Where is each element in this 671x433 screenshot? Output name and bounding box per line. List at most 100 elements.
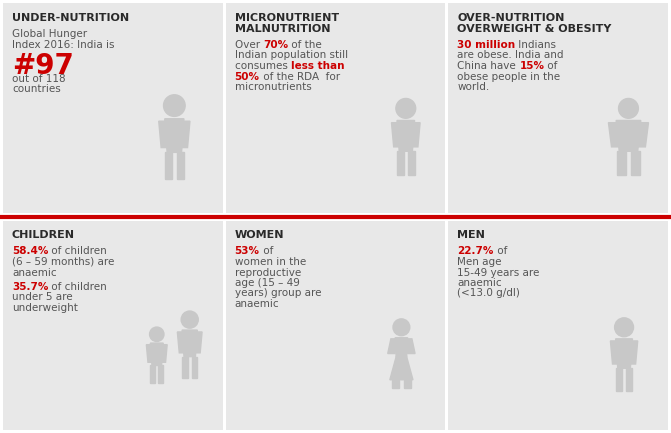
Circle shape <box>396 98 416 118</box>
Text: 22.7%: 22.7% <box>458 246 494 256</box>
Text: countries: countries <box>12 84 61 94</box>
Text: 15-49 years are: 15-49 years are <box>458 268 539 278</box>
Text: anaemic: anaemic <box>458 278 502 288</box>
Text: 50%: 50% <box>235 71 260 81</box>
Polygon shape <box>195 332 202 353</box>
Polygon shape <box>408 339 415 353</box>
Circle shape <box>615 318 633 337</box>
Text: out of 118: out of 118 <box>12 74 66 84</box>
Polygon shape <box>146 345 152 362</box>
Text: China have: China have <box>458 61 519 71</box>
Text: obese people in the: obese people in the <box>458 71 560 81</box>
Circle shape <box>150 327 164 342</box>
Text: of: of <box>544 61 558 71</box>
Polygon shape <box>631 151 640 175</box>
Polygon shape <box>182 330 197 357</box>
Text: of children: of children <box>48 282 107 292</box>
FancyBboxPatch shape <box>448 3 668 213</box>
Polygon shape <box>609 123 619 147</box>
Text: of: of <box>260 246 273 256</box>
Text: Indians: Indians <box>515 40 556 50</box>
Polygon shape <box>150 343 163 365</box>
Polygon shape <box>616 368 622 391</box>
Polygon shape <box>176 152 184 179</box>
FancyBboxPatch shape <box>225 220 446 430</box>
Text: world.: world. <box>458 82 490 92</box>
Text: 53%: 53% <box>235 246 260 256</box>
Text: 30 million: 30 million <box>458 40 515 50</box>
Circle shape <box>181 311 198 328</box>
Text: under 5 are: under 5 are <box>12 293 72 303</box>
Text: UNDER-NUTRITION: UNDER-NUTRITION <box>12 13 129 23</box>
Text: anaemic: anaemic <box>235 299 279 309</box>
Polygon shape <box>388 339 395 353</box>
FancyBboxPatch shape <box>3 220 223 430</box>
Text: MEN: MEN <box>458 230 485 240</box>
Polygon shape <box>611 341 618 364</box>
Polygon shape <box>616 120 641 151</box>
Text: women in the: women in the <box>235 257 306 267</box>
FancyBboxPatch shape <box>448 220 668 430</box>
Polygon shape <box>182 121 190 148</box>
Text: consumes: consumes <box>235 61 291 71</box>
Polygon shape <box>626 368 633 391</box>
Polygon shape <box>395 338 408 357</box>
Polygon shape <box>177 332 184 353</box>
Polygon shape <box>408 151 415 175</box>
Text: are obese. India and: are obese. India and <box>458 51 564 61</box>
Polygon shape <box>159 121 167 148</box>
Polygon shape <box>150 365 155 383</box>
Polygon shape <box>158 365 163 383</box>
Text: 15%: 15% <box>519 61 544 71</box>
Polygon shape <box>182 357 188 378</box>
Text: reproductive: reproductive <box>235 268 301 278</box>
Text: anaemic: anaemic <box>12 268 56 278</box>
Polygon shape <box>413 123 420 147</box>
Polygon shape <box>630 341 637 364</box>
Text: 58.4%: 58.4% <box>12 246 48 256</box>
Text: of children: of children <box>48 246 107 256</box>
Polygon shape <box>397 120 415 151</box>
Text: age (15 – 49: age (15 – 49 <box>235 278 299 288</box>
Text: years) group are: years) group are <box>235 288 321 298</box>
Text: Global Hunger: Global Hunger <box>12 29 87 39</box>
Text: Over: Over <box>235 40 263 50</box>
Text: MICRONUTRIENT: MICRONUTRIENT <box>235 13 339 23</box>
Circle shape <box>619 98 638 118</box>
FancyBboxPatch shape <box>225 3 446 213</box>
Polygon shape <box>397 151 403 175</box>
Text: (<13.0 g/dl): (<13.0 g/dl) <box>458 288 520 298</box>
Polygon shape <box>391 123 399 147</box>
Text: MALNUTRITION: MALNUTRITION <box>235 23 330 33</box>
Text: OVER-NUTRITION: OVER-NUTRITION <box>458 13 565 23</box>
Text: micronutrients: micronutrients <box>235 82 311 92</box>
Text: of the RDA  for: of the RDA for <box>260 71 340 81</box>
Text: of the: of the <box>288 40 322 50</box>
Polygon shape <box>392 380 399 388</box>
FancyBboxPatch shape <box>3 3 223 213</box>
Polygon shape <box>192 357 197 378</box>
Polygon shape <box>637 123 648 147</box>
Circle shape <box>164 95 185 116</box>
Text: Index 2016: India is: Index 2016: India is <box>12 39 115 49</box>
Polygon shape <box>165 152 172 179</box>
Polygon shape <box>165 119 184 152</box>
Text: 70%: 70% <box>263 40 288 50</box>
Polygon shape <box>162 345 167 362</box>
Polygon shape <box>616 339 633 368</box>
Text: (6 – 59 months) are: (6 – 59 months) are <box>12 257 114 267</box>
Text: of: of <box>494 246 507 256</box>
Text: WOMEN: WOMEN <box>235 230 284 240</box>
Text: CHILDREN: CHILDREN <box>12 230 75 240</box>
Text: underweight: underweight <box>12 303 78 313</box>
Text: Indian population still: Indian population still <box>235 51 348 61</box>
Text: Men age: Men age <box>458 257 502 267</box>
Text: 35.7%: 35.7% <box>12 282 48 292</box>
Polygon shape <box>390 357 413 380</box>
Text: less than: less than <box>291 61 344 71</box>
Text: OVERWEIGHT & OBESITY: OVERWEIGHT & OBESITY <box>458 23 612 33</box>
Polygon shape <box>403 380 411 388</box>
Circle shape <box>393 319 410 336</box>
Text: #97: #97 <box>12 52 74 80</box>
Polygon shape <box>617 151 626 175</box>
